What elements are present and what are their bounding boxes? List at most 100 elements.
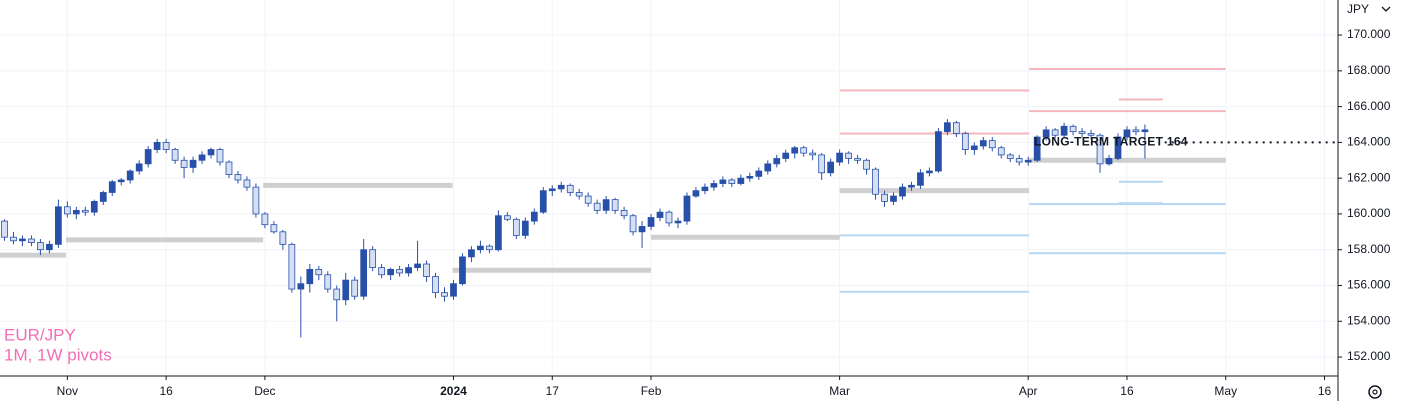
candle-body [270,224,278,233]
candle-body [189,159,197,168]
candle-body [979,140,987,147]
candle-body [1,220,8,238]
candle-body [37,242,44,251]
candle-body [171,149,179,161]
candle-body [306,268,314,285]
candle-body [162,141,170,150]
candle-body [1096,134,1104,165]
y-tick-label: 160.000 [1347,206,1391,220]
candle-body [764,163,772,172]
x-tick-label: Nov [57,384,78,398]
candle-body [557,184,565,190]
candle-body [845,152,852,159]
candle-body [701,186,709,192]
candle-body [432,276,439,294]
candles [1,119,1149,338]
candle-body [351,279,359,297]
candle-body [333,288,341,301]
x-tick-label: Apr [1019,384,1038,398]
candle-body [809,152,817,156]
target-label: LONG-TERM TARGET 164 [1034,135,1188,149]
chart-subtitle: 1M, 1W pivots [4,345,112,364]
candle-body [117,179,125,183]
candle-body [234,174,242,181]
x-tick-label: 16 [159,384,173,398]
candle-body [153,141,161,150]
candle-body [342,279,350,301]
candle-body [108,181,116,193]
settings-core[interactable] [1372,389,1378,395]
candle-body [728,179,736,184]
candle-body [818,154,826,174]
candle-body [782,152,790,159]
chart-title: EUR/JPY [4,325,76,344]
candle-body [665,211,673,224]
x-tick-label: Feb [641,384,662,398]
candle-body [683,195,691,222]
candle-body [279,231,287,245]
candle-body [243,179,251,188]
candle-body [872,168,879,195]
candle-body [81,209,89,213]
candle-body [252,186,260,215]
y-tick-label: 168.000 [1347,63,1391,77]
candle-body [46,243,53,251]
candle-body [719,179,727,184]
candle-body [1078,131,1086,134]
y-tick-label: 162.000 [1347,170,1391,184]
candle-body [396,268,403,274]
y-tick-label: 158.000 [1347,242,1391,256]
candle-body [746,175,754,179]
candle-body [944,122,951,133]
candle-body [629,215,637,233]
candle-body [656,211,664,218]
candle-body [486,245,493,251]
candle-body [539,190,547,213]
candle-body [692,190,700,197]
candle-body [988,140,996,149]
candle-body [1141,129,1149,133]
candle-body [548,188,556,192]
candle-body [1042,129,1050,138]
y-tick-label: 166.000 [1347,99,1391,113]
candle-body [1132,129,1140,133]
candle-body [575,192,583,197]
candle-body [288,243,296,290]
candle-body [1069,125,1077,133]
candle-body [800,147,808,154]
candle-body [441,292,448,297]
candle-body [890,195,897,202]
candle-body [477,245,484,251]
candle-body [19,238,26,242]
candle-body [503,215,511,220]
dropdown-icon[interactable] [1381,6,1391,12]
candle-body [827,161,835,174]
axes: 152.000 154.000 156.000 158.000 160.000 162.0… [57,27,1391,398]
candle-body [459,256,466,285]
candle-body [997,147,1005,156]
y-tick-label: 170.000 [1347,27,1391,41]
candle-body [899,186,906,197]
candle-body [926,170,933,174]
candle-body [387,268,394,276]
candle-body [1033,136,1041,161]
candle-body [530,211,538,222]
settings-icon[interactable] [1368,385,1382,399]
candle-body [961,133,969,150]
candle-body [521,220,529,236]
candle-body [620,209,628,217]
candle-body [1006,154,1014,159]
candle-body [99,192,107,202]
candle-body [55,206,62,245]
candle-body [773,158,781,165]
candle-body [10,236,17,242]
candle-body [225,161,233,175]
y-tick-label: 164.000 [1347,135,1391,149]
x-tick-label: 2024 [440,384,467,398]
candle-body [593,202,601,211]
settings-ring[interactable] [1368,385,1382,399]
candle-body [647,217,655,227]
candle-body [638,226,646,233]
